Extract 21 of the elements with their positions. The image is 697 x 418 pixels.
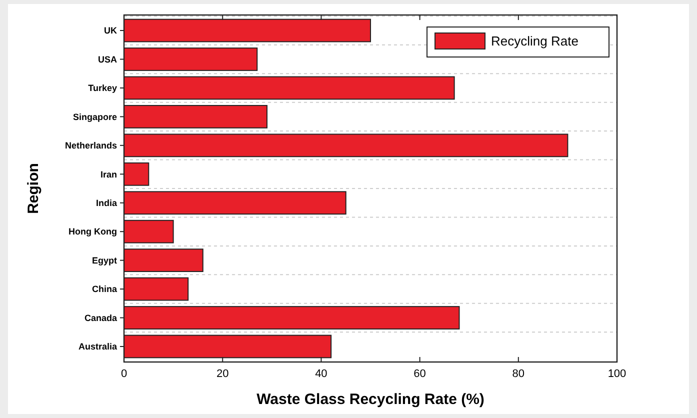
- x-tick-label: 20: [216, 368, 229, 380]
- y-tick-label: Australia: [78, 342, 118, 352]
- legend-label: Recycling Rate: [491, 34, 578, 49]
- y-tick-label: Iran: [100, 169, 117, 180]
- y-tick-label: China: [92, 284, 118, 294]
- y-tick-label: Netherlands: [64, 140, 117, 151]
- y-tick-label: Hong Kong: [68, 226, 117, 237]
- y-tick-label: Canada: [84, 312, 118, 323]
- y-tick-label: India: [96, 198, 118, 208]
- y-tick-label: Egypt: [92, 255, 117, 266]
- y-tick-label: Singapore: [72, 112, 117, 122]
- y-tick-label: USA: [98, 54, 118, 64]
- x-tick-label: 100: [608, 368, 626, 380]
- x-tick-label: 60: [414, 368, 426, 380]
- x-tick-label: 0: [120, 368, 128, 380]
- y-axis-title: Region: [25, 163, 42, 214]
- x-axis-title: Waste Glass Recycling Rate (%): [256, 391, 484, 408]
- x-tick-label: 40: [315, 368, 328, 380]
- y-tick-label: Turkey: [88, 83, 117, 94]
- y-tick-label: UK: [104, 26, 118, 36]
- x-tick-label: 80: [512, 368, 525, 380]
